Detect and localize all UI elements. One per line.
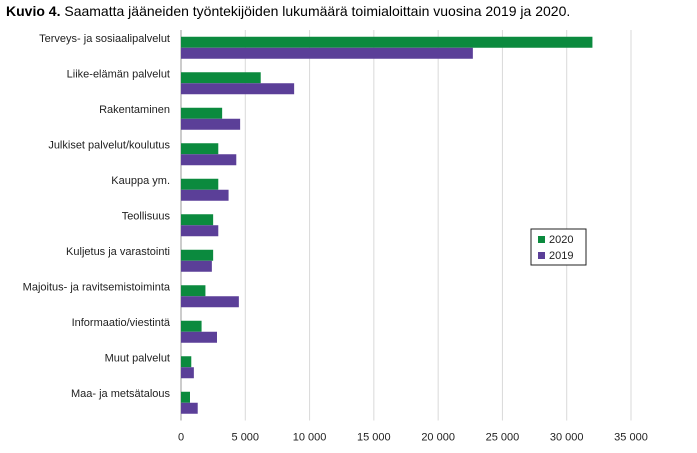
bar-2020 xyxy=(181,356,192,368)
x-tick-label: 30 000 xyxy=(550,432,584,444)
bar-2019 xyxy=(181,83,295,95)
bar-2019 xyxy=(181,402,198,414)
bar-2020 xyxy=(181,391,190,403)
bar-2020 xyxy=(181,285,206,297)
category-label: Muut palvelut xyxy=(105,353,170,365)
x-tick-label: 35 000 xyxy=(614,432,648,444)
figure-caption: Saamatta jääneiden työntekijöiden lukumä… xyxy=(64,3,571,19)
gridlines xyxy=(180,30,632,421)
bar-2020 xyxy=(181,320,202,332)
bar-2019 xyxy=(181,118,241,130)
bar-2019 xyxy=(181,260,212,272)
bar-2019 xyxy=(181,47,473,59)
x-tick-label: 25 000 xyxy=(486,432,520,444)
x-tick-label: 5 000 xyxy=(232,432,260,444)
legend-swatch-2019 xyxy=(538,252,545,259)
category-label: Julkiset palvelut/koulutus xyxy=(48,140,170,152)
legend-swatch-2020 xyxy=(538,236,545,243)
bar-2020 xyxy=(181,107,223,119)
category-label: Maa- ja metsätalous xyxy=(71,388,171,400)
bar-2019 xyxy=(181,367,194,379)
bar-2019 xyxy=(181,296,239,308)
bar-2020 xyxy=(181,249,214,261)
x-tick-label: 10 000 xyxy=(293,432,327,444)
bar-2020 xyxy=(181,36,593,48)
bar-2020 xyxy=(181,178,219,190)
legend-label-2019: 2019 xyxy=(549,250,573,262)
chart-title: Kuvio 4. Saamatta jääneiden työntekijöid… xyxy=(6,3,570,19)
category-label: Kauppa ym. xyxy=(111,175,170,187)
x-tick-label: 0 xyxy=(178,432,184,444)
bar-2020 xyxy=(181,214,214,226)
category-label: Rakentaminen xyxy=(99,104,170,116)
category-label: Terveys- ja sosiaalipalvelut xyxy=(39,33,170,45)
bar-2019 xyxy=(181,189,229,201)
category-label: Kuljetus ja varastointi xyxy=(66,246,170,258)
category-label: Informaatio/viestintä xyxy=(72,317,171,329)
figure-label: Kuvio 4. xyxy=(6,3,61,19)
bar-2020 xyxy=(181,72,261,84)
bar-2019 xyxy=(181,154,237,166)
legend-label-2020: 2020 xyxy=(549,234,573,246)
bar-2020 xyxy=(181,143,219,155)
bars xyxy=(181,36,593,414)
x-tick-label: 15 000 xyxy=(357,432,391,444)
x-axis-ticks: 0 5 000 10 000 15 000 20 000 25 000 30 000 35 0… xyxy=(178,432,648,444)
category-labels: Terveys- ja sosiaalipalvelut Liike-elämän… xyxy=(23,33,171,400)
bar-2019 xyxy=(181,225,219,237)
category-label: Liike-elämän palvelut xyxy=(67,69,170,81)
legend: 2020 2019 xyxy=(530,228,587,266)
bar-2019 xyxy=(181,331,217,343)
category-label: Majoitus- ja ravitsemistoiminta xyxy=(23,282,171,294)
x-tick-label: 20 000 xyxy=(421,432,455,444)
category-label: Teollisuus xyxy=(122,211,171,223)
